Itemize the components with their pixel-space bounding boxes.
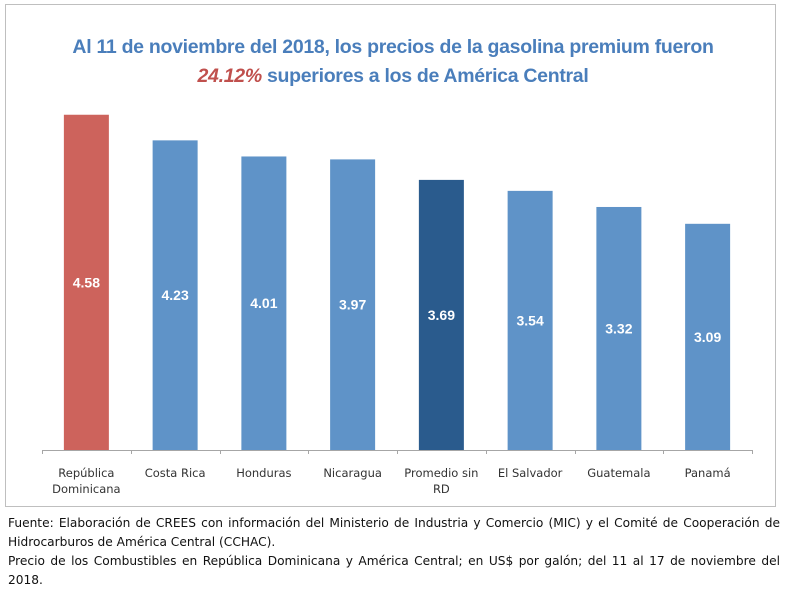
bar-6 (596, 206, 642, 450)
x-axis (42, 450, 753, 454)
chart-title-line2-rest: superiores a los de América Central (261, 65, 589, 87)
x-tick-label-6: Guatemala (587, 466, 650, 480)
data-label-6: 3.32 (605, 320, 632, 336)
x-tick-label-1: Costa Rica (145, 466, 206, 480)
chart-title-line1: Al 11 de noviembre del 2018, los precios… (72, 36, 714, 58)
footer: Fuente: Elaboración de CREES con informa… (8, 514, 780, 590)
bar-1 (152, 140, 198, 450)
x-tick-label-7: Panamá (685, 466, 731, 480)
bar-2 (241, 156, 287, 450)
data-label-7: 3.09 (694, 329, 721, 345)
data-label-3: 3.97 (339, 297, 366, 313)
data-label-5: 3.54 (517, 312, 544, 328)
x-tick-label-4: Promedio sin RD (404, 466, 478, 496)
footer-note: Precio de los Combustibles en República … (8, 554, 780, 587)
bar-3 (330, 159, 376, 450)
bar-0 (63, 114, 109, 450)
x-tick-label-0: República Dominicana (52, 466, 120, 496)
bar-5 (507, 190, 553, 450)
chart-frame (5, 4, 776, 507)
chart-title-line2: 24.12% superiores a los de América Centr… (0, 62, 786, 91)
data-label-2: 4.01 (250, 295, 277, 311)
x-tick-label-5: El Salvador (498, 466, 563, 480)
x-tick-label-3: Nicaragua (323, 466, 382, 480)
data-labels: 4.58 4.23 4.01 3.97 3.69 3.54 3.32 3.09 (73, 274, 722, 345)
bar-4 (418, 179, 464, 450)
x-axis-labels: República Dominicana Costa Rica Honduras Nic… (52, 466, 731, 496)
x-tick-label-2: Honduras (236, 466, 291, 480)
chart-title-highlight: 24.12% (197, 65, 263, 87)
data-label-0: 4.58 (73, 274, 100, 290)
bar-7 (685, 223, 731, 450)
footer-source: Fuente: Elaboración de CREES con informa… (8, 516, 780, 549)
data-label-1: 4.23 (162, 287, 189, 303)
bar-chart: República Dominicana Costa Rica Honduras Nic… (42, 114, 753, 496)
bars-group (63, 114, 731, 450)
chart-title: Al 11 de noviembre del 2018, los precios… (0, 33, 786, 91)
data-label-4: 3.69 (428, 307, 455, 323)
